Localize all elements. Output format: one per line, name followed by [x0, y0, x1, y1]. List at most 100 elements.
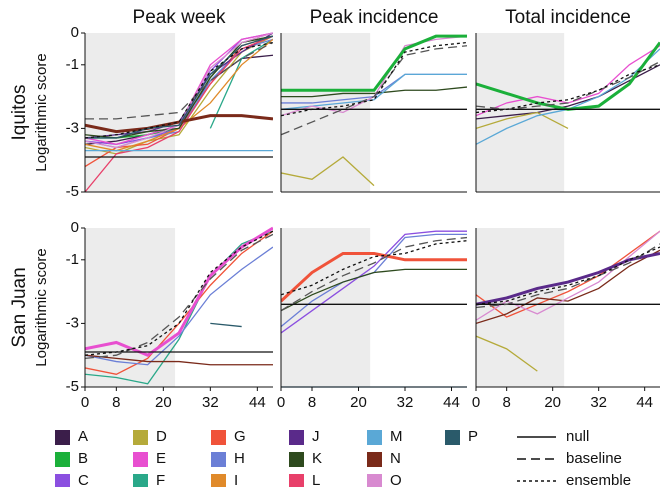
- series-line: [476, 335, 538, 372]
- y-tick-label: 0: [71, 219, 79, 236]
- legend-swatch: [55, 474, 70, 487]
- legend: ABC DEF GHI JKL MNO P null baseline ensemble: [55, 428, 631, 487]
- series-line: [281, 240, 467, 296]
- panel: Total incidence: [475, 7, 660, 193]
- legend-swatch: [367, 430, 382, 445]
- series-line: [85, 246, 273, 366]
- series-group: [476, 230, 660, 372]
- legend-swatch: [289, 474, 304, 487]
- x-tick-label: 20: [544, 394, 561, 411]
- panel: 0 8 20 32 44: [472, 228, 660, 411]
- series-line: [85, 114, 273, 134]
- shaded-region: [85, 228, 176, 387]
- legend-label: G: [234, 428, 246, 445]
- legend-label: B: [78, 450, 88, 467]
- legend-label: F: [156, 472, 165, 487]
- series-group: [85, 32, 273, 193]
- series-line: [85, 354, 273, 366]
- series-line: [281, 34, 467, 92]
- legend-swatch: [367, 474, 382, 487]
- row-label: San Juan: [9, 267, 30, 347]
- legend-label: D: [156, 428, 167, 445]
- series-line: [281, 86, 467, 98]
- legend-swatch: [211, 430, 226, 445]
- panel: Peak week 0 -1 -3 -5 Iquitos Logarithmic score: [9, 7, 273, 200]
- shaded-region: [85, 33, 176, 192]
- legend-label: I: [234, 472, 238, 487]
- series-line: [85, 41, 273, 139]
- series-line: [476, 64, 660, 120]
- series-line: [476, 249, 660, 325]
- x-tick-label: 32: [397, 394, 414, 411]
- series-line: [281, 45, 467, 136]
- legend-label: N: [390, 450, 401, 467]
- x-tick-label: 8: [112, 394, 120, 411]
- series-line: [85, 226, 273, 357]
- legend-swatch: [289, 430, 304, 445]
- x-tick-label: 32: [202, 394, 219, 411]
- series-line: [85, 230, 273, 356]
- panel-title: Total incidence: [505, 7, 631, 28]
- panel-title: Peak week: [133, 7, 226, 28]
- y-tick-label: -5: [66, 183, 79, 200]
- legend-label: L: [312, 472, 320, 487]
- series-line: [281, 41, 467, 117]
- legend-label: ensemble: [566, 472, 631, 487]
- legend-label: H: [234, 450, 245, 467]
- x-tick-label: 44: [249, 394, 266, 411]
- legend-swatch: [133, 474, 148, 487]
- series-line: [85, 35, 273, 139]
- legend-label: baseline: [566, 450, 622, 467]
- x-tick-label: 0: [472, 394, 480, 411]
- series-line: [209, 38, 273, 129]
- y-axis-label: Logarithmic score: [33, 248, 50, 366]
- legend-label: A: [78, 428, 88, 445]
- series-group: [85, 226, 273, 385]
- x-tick-label: 20: [350, 394, 367, 411]
- series-line: [476, 243, 660, 309]
- y-axis-label: Logarithmic score: [33, 53, 50, 171]
- series-line: [476, 64, 660, 114]
- legend-label: null: [566, 428, 589, 445]
- series-line: [476, 230, 660, 318]
- x-tick-label: 0: [277, 394, 285, 411]
- legend-swatch: [211, 474, 226, 487]
- x-tick-label: 44: [636, 394, 653, 411]
- legend-label: O: [390, 472, 402, 487]
- legend-swatch: [445, 430, 460, 445]
- legend-swatch: [289, 452, 304, 467]
- series-line: [476, 111, 569, 130]
- row-label: Iquitos: [9, 85, 30, 141]
- y-tick-label: 0: [71, 24, 79, 41]
- legend-label: M: [390, 428, 403, 445]
- panel: 0 8 20 32 44: [277, 228, 467, 411]
- series-line: [210, 322, 242, 328]
- legend-label: E: [156, 450, 166, 467]
- series-line: [281, 268, 467, 312]
- series-group: [281, 230, 467, 388]
- legend-swatch: [133, 430, 148, 445]
- series-line: [85, 41, 273, 120]
- panel-title: Peak incidence: [310, 7, 439, 28]
- legend-label: J: [312, 428, 320, 445]
- y-tick-label: -1: [66, 56, 79, 73]
- panel: Peak incidence: [280, 7, 467, 193]
- x-tick-label: 0: [81, 394, 89, 411]
- series-line: [85, 230, 273, 375]
- legend-swatch: [211, 452, 226, 467]
- series-line: [281, 156, 375, 187]
- shaded-region: [281, 228, 371, 387]
- y-tick-label: -3: [66, 314, 79, 331]
- x-tick-label: 8: [502, 394, 510, 411]
- series-group: [281, 34, 467, 187]
- series-line: [85, 230, 273, 385]
- series-line: [281, 236, 467, 312]
- legend-label: K: [312, 450, 322, 467]
- series-line: [476, 246, 660, 305]
- x-tick-label: 44: [443, 394, 460, 411]
- shaded-region: [281, 33, 371, 192]
- legend-label: P: [468, 428, 478, 445]
- y-tick-label: -5: [66, 378, 79, 395]
